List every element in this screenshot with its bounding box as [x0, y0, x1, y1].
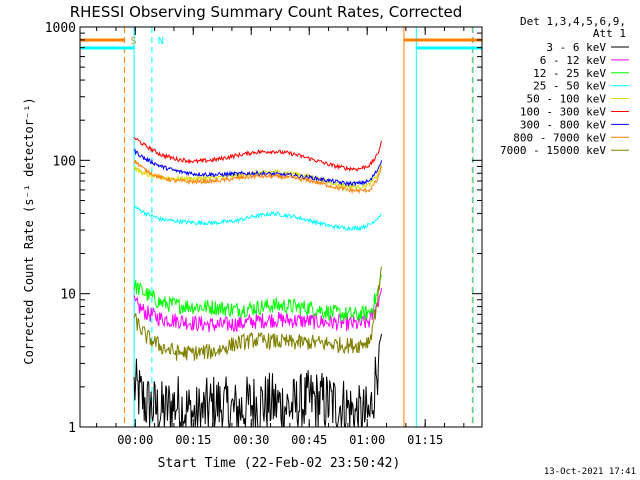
series-lines [133, 136, 382, 429]
marker-label-n: N [158, 36, 164, 47]
y-tick-label-2: 100 [53, 154, 76, 169]
series-line-6 [133, 148, 382, 188]
y-tick-label-3: 1000 [45, 21, 76, 36]
state-bars [80, 38, 482, 50]
x-tick-label-4: 01:00 [349, 433, 385, 447]
y-tick-label-1: 10 [60, 288, 76, 303]
series-line-5 [133, 136, 382, 173]
x-axis-label: Start Time (22-Feb-02 23:50:42) [158, 456, 401, 471]
legend-entry-6: 300 - 800 keV [520, 118, 606, 131]
series-line-1 [133, 288, 382, 333]
legend-entry-2: 12 - 25 keV [533, 67, 606, 80]
y-tick-label-0: 1 [68, 421, 76, 436]
legend-title-line-1: Att 1 [593, 27, 626, 40]
series-line-8 [133, 266, 382, 361]
x-tick-label-3: 00:45 [291, 433, 327, 447]
legend-entry-7: 800 - 7000 keV [513, 131, 606, 144]
legend-entry-5: 100 - 300 keV [520, 106, 606, 119]
x-tick-label-5: 01:15 [407, 433, 443, 447]
legend-entry-4: 50 - 100 keV [527, 93, 607, 106]
legend-entry-3: 25 - 50 keV [533, 80, 606, 93]
plot-frame [79, 26, 483, 428]
axes: 00:00 00:15 00:30 00:45 01:00 01:15 1 10 100 1000 [45, 21, 482, 447]
chart-title: RHESSI Observing Summary Count Rates, Co… [70, 3, 463, 21]
footer-timestamp: 13-Oct-2021 17:41 [544, 467, 636, 477]
series-line-2 [133, 274, 382, 323]
marker-label-s: S [130, 36, 136, 47]
y-axis-label: Corrected Count Rate (s⁻¹ detector⁻¹) [22, 97, 36, 364]
series-line-7 [133, 159, 382, 195]
legend-entry-1: 6 - 12 keV [540, 54, 607, 67]
legend-entry-0: 3 - 6 keV [546, 41, 606, 54]
x-tick-label-1: 00:15 [175, 433, 211, 447]
x-tick-label-0: 00:00 [117, 433, 153, 447]
series-line-3 [133, 205, 382, 232]
x-tick-label-2: 00:30 [233, 433, 269, 447]
legend-title-line-0: Det 1,3,4,5,6,9, [520, 15, 626, 28]
legend-entry-8: 7000 - 15000 keV [500, 144, 606, 157]
